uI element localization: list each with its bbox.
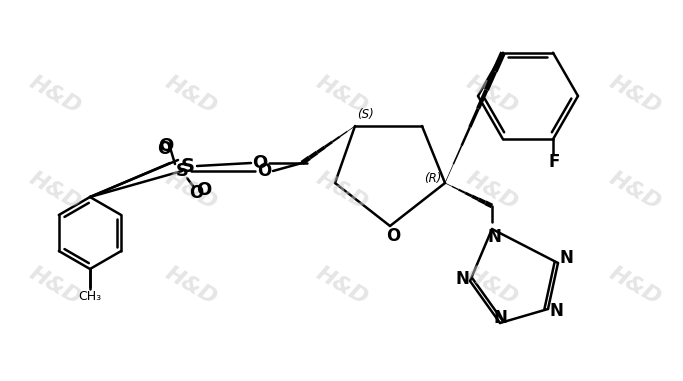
Text: H&D: H&D [162, 263, 221, 309]
Text: N: N [455, 270, 469, 288]
Text: H&D: H&D [462, 72, 521, 118]
Text: O: O [158, 137, 173, 155]
Text: O: O [189, 184, 203, 202]
Text: O: O [197, 181, 212, 199]
Text: H&D: H&D [312, 72, 371, 118]
Text: H&D: H&D [25, 168, 84, 213]
Text: F: F [548, 153, 559, 171]
Text: H&D: H&D [162, 72, 221, 118]
Text: N: N [559, 249, 573, 267]
Text: S: S [181, 157, 195, 176]
Text: H&D: H&D [162, 168, 221, 213]
Text: (S): (S) [357, 107, 374, 120]
Text: H&D: H&D [25, 263, 84, 309]
Text: H&D: H&D [606, 72, 665, 118]
Text: H&D: H&D [312, 168, 371, 213]
Text: N: N [487, 228, 501, 246]
Text: H&D: H&D [312, 263, 371, 309]
Text: H&D: H&D [606, 168, 665, 213]
Text: O: O [157, 140, 171, 158]
Text: CH₃: CH₃ [79, 290, 102, 303]
Text: H&D: H&D [462, 168, 521, 213]
Text: H&D: H&D [606, 263, 665, 309]
Text: N: N [493, 309, 507, 327]
Text: H&D: H&D [25, 72, 84, 118]
Text: N: N [549, 302, 563, 320]
Text: O: O [253, 154, 268, 172]
Text: (R): (R) [424, 171, 442, 184]
Text: O: O [257, 162, 271, 180]
Text: H&D: H&D [462, 263, 521, 309]
Text: S: S [176, 162, 189, 180]
Text: O: O [386, 227, 400, 245]
